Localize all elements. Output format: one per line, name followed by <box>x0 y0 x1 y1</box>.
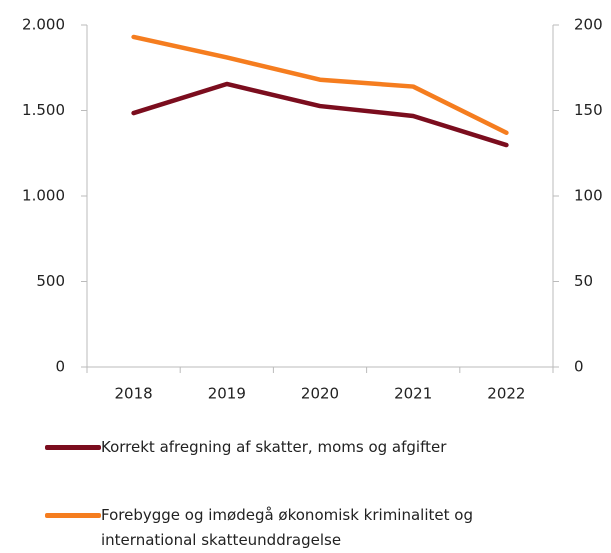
y-tick-label: 500 <box>36 272 65 290</box>
x-tick-label: 2022 <box>487 385 525 403</box>
y2-tick-label: 100 <box>574 187 603 205</box>
y2-tick-label: 150 <box>574 101 603 119</box>
legend-label: Forebygge og imødegå økonomisk kriminali… <box>101 506 473 549</box>
series-line <box>131 81 509 148</box>
x-tick-label: 2019 <box>208 385 246 403</box>
x-tick-label: 2018 <box>115 385 153 403</box>
y2-tick-label: 50 <box>574 272 593 290</box>
legend-swatch <box>45 445 101 450</box>
x-tick-label: 2021 <box>394 385 432 403</box>
y2-tick-label: 200 <box>574 16 603 34</box>
y-tick-label: 0 <box>55 358 65 376</box>
y2-tick-label: 0 <box>574 358 584 376</box>
x-tick-label: 2020 <box>301 385 339 403</box>
y-tick-label: 2.000 <box>22 16 65 34</box>
series-line <box>131 34 509 135</box>
legend-item: Korrekt afregning af skatter, moms og af… <box>45 435 571 460</box>
chart: 0 500 1.000 1.500 2.000 0 50 100 150 200 2018 2019 2… <box>22 16 603 403</box>
y-tick-label: 1.000 <box>22 187 65 205</box>
legend-swatch <box>45 513 101 518</box>
legend-item: Forebygge og imødegå økonomisk kriminali… <box>45 503 571 553</box>
y-tick-label: 1.500 <box>22 101 65 119</box>
legend-label: Korrekt afregning af skatter, moms og af… <box>101 438 447 456</box>
